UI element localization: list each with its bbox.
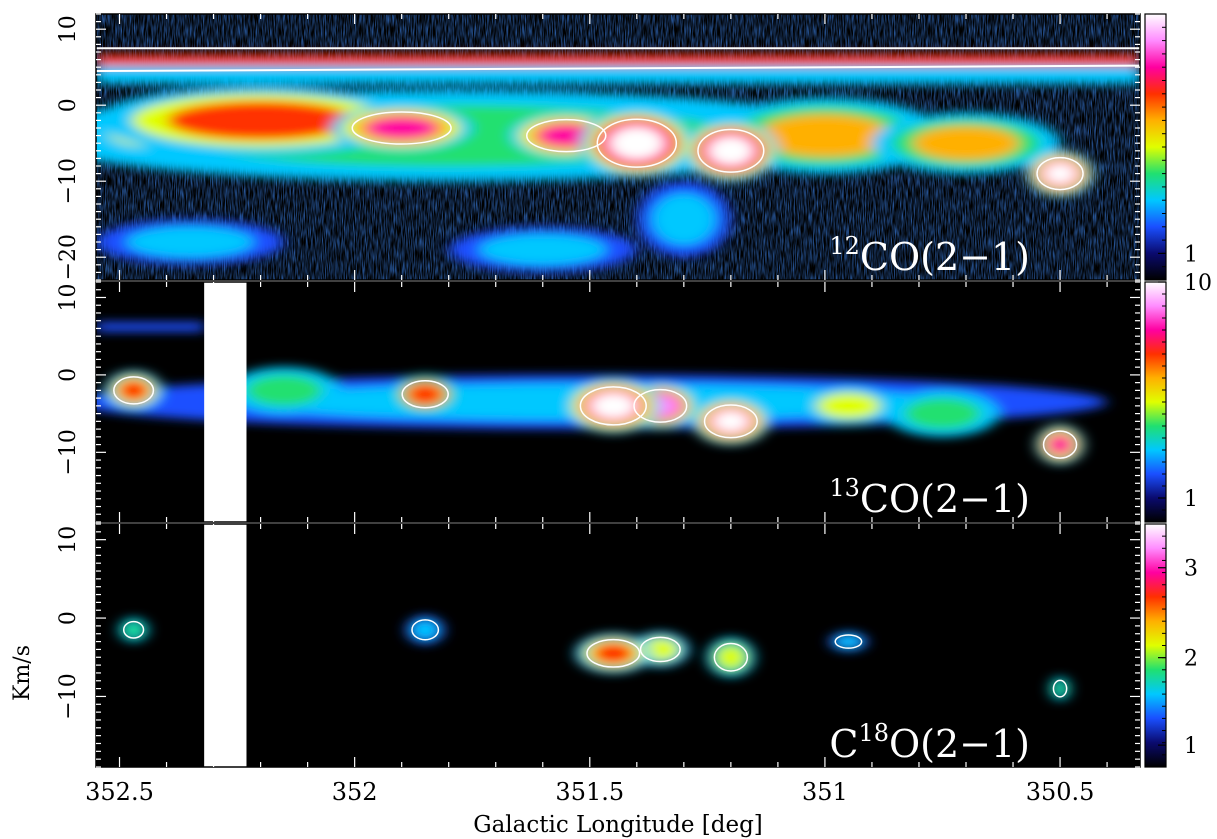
y-tick-label: 10 [56,284,81,312]
y-tick-label: 10 [56,15,81,43]
contour-line [586,638,641,668]
panel-frame [95,523,1141,768]
y-tick-label: 0 [56,368,81,382]
emission-blob [246,374,323,407]
emission-blob [717,646,745,669]
colorbar-tick-label: 10 [1184,271,1212,296]
x-tick-label: 351 [802,778,848,806]
emission-blob [652,193,716,245]
no-data-band [204,282,247,522]
x-tick-label: 352.5 [85,778,154,806]
panel-label: 13CO(2−1) [829,474,1030,521]
emission-blob [708,136,754,166]
emission-lane [96,322,205,332]
contour-line [1036,156,1084,191]
y-axis-label: Km/s [10,645,35,701]
emission-blob [641,637,680,662]
emission-blob [365,116,438,140]
contours [113,376,1078,459]
panel-c18o [96,524,1140,767]
emission-blob [126,226,254,258]
x-axis-label: Galactic Longitude [deg] [473,812,763,838]
contour-line [122,620,145,639]
contour-line [579,386,647,426]
y-tick-label: 10 [56,526,81,554]
contour-line [834,634,863,649]
contours [96,47,1140,191]
colorbar-tick-label: 1 [1184,242,1198,267]
emission-blob [816,392,881,419]
colorbars: 1 10 1 3 2 1 [1144,13,1212,768]
contour-line [639,636,681,663]
colorbar-tick-label: 1 [1184,487,1198,512]
emission-layer [96,54,1140,273]
emission-blob [479,234,607,265]
emission-blob [1047,434,1073,455]
contour-line [633,388,688,423]
contour-line [113,376,155,405]
emission-blob [408,384,443,405]
contour-line [1052,679,1068,698]
contour-line [411,619,440,641]
emission-blob [1044,162,1076,185]
x-tick-label: 352 [332,778,378,806]
emission-blob [412,620,438,640]
panel-frame [95,281,1141,523]
contour-line [697,128,765,173]
y-tick-label: 0 [56,611,81,625]
emission-blob [912,126,1020,161]
y-tick-label: 0 [56,98,81,112]
y-tick-label: −10 [56,673,81,719]
emission-blob [835,635,862,648]
contour-line [351,111,452,145]
contour-line [703,404,758,439]
emission-blob [590,392,636,419]
emission-blob [904,397,981,430]
emission-blob [591,642,635,665]
no-data-band [204,524,247,767]
x-tick-label: 350.5 [1026,778,1095,806]
colorbar-tick-label: 3 [1184,557,1198,582]
contours [122,619,1068,698]
pv-panels [96,14,1140,767]
emission-lane [96,54,1140,68]
emission-blob [117,379,150,402]
panel-label: C18O(2−1) [829,719,1030,766]
y-tick-label: −10 [56,429,81,475]
emission-blob [124,621,144,638]
emission-blob [758,114,892,158]
panel-frame [95,13,1141,281]
colorbar-tick-label: 2 [1184,647,1198,672]
panel-12co [96,14,1140,280]
contour-line [1042,430,1078,459]
contour-line [713,642,749,672]
axes: 10 0 −10 −20 12CO(2−1) 10 0 −10 13CO(2−1) 10 0 −10 C… [56,13,1141,806]
contour-line [96,64,1140,72]
contour-line [596,118,678,168]
x-tick-label: 351.5 [555,778,624,806]
panel-label: 12CO(2−1) [829,232,1030,279]
contour-line [526,118,607,153]
y-tick-label: −10 [56,158,81,204]
emission-blob [167,101,354,140]
panel-13co [96,282,1140,522]
contour-line [401,380,449,409]
emission-blob [712,410,749,433]
emission-blob [609,126,664,160]
y-tick-label: −20 [56,234,81,280]
colorbar-tick-label: 1 [1184,734,1198,759]
emission-blob [1053,680,1067,697]
